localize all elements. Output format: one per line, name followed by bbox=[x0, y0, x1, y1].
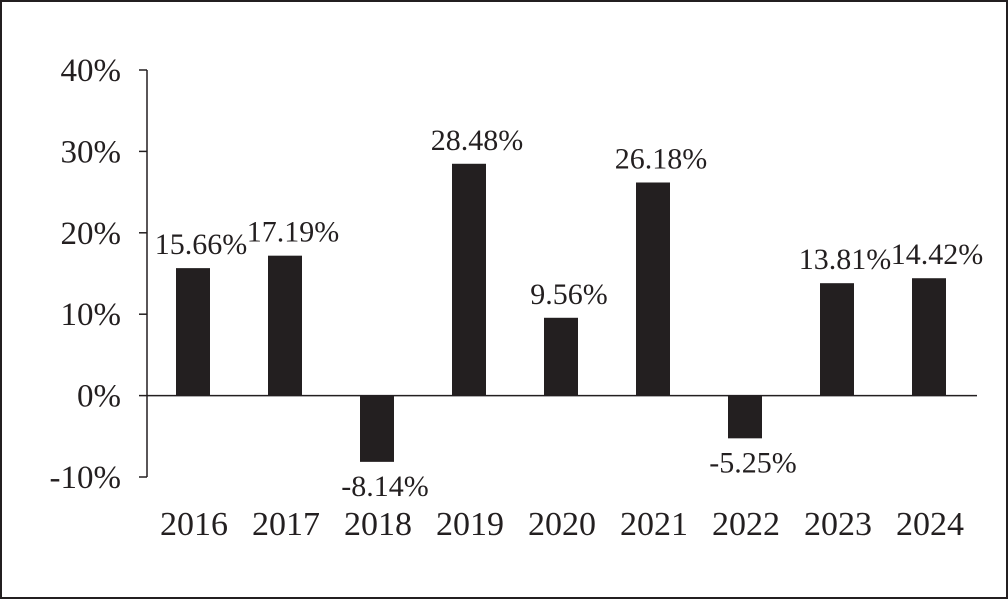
data-label-2020: 9.56% bbox=[530, 278, 608, 311]
x-tick-label-2018: 2018 bbox=[344, 506, 412, 543]
data-label-2016: 15.66% bbox=[155, 228, 248, 261]
bar-2022 bbox=[728, 395, 762, 439]
bar-2019 bbox=[452, 163, 486, 396]
y-axis-ticks: -10% 0% 10% 20% 30% 40% bbox=[50, 53, 147, 496]
bar-2017 bbox=[268, 255, 302, 396]
data-label-2019: 28.48% bbox=[431, 124, 524, 157]
bar-2020 bbox=[544, 317, 578, 396]
x-tick-label-2019: 2019 bbox=[436, 506, 504, 543]
y-tick-label: 10% bbox=[61, 297, 122, 333]
data-label-2024: 14.42% bbox=[891, 238, 984, 271]
x-tick-label-2023: 2023 bbox=[804, 506, 872, 543]
bar-2018 bbox=[360, 395, 394, 462]
y-tick-label: 40% bbox=[61, 53, 122, 89]
y-tick-label: 20% bbox=[61, 216, 122, 252]
data-label-2023: 13.81% bbox=[799, 243, 892, 276]
bar-2021 bbox=[636, 182, 670, 396]
y-tick-label: 0% bbox=[77, 379, 121, 415]
bar-2016 bbox=[176, 268, 210, 396]
data-labels: 15.66% 17.19% -8.14% 28.48% 9.56% 26.18% -5.25… bbox=[155, 124, 984, 503]
x-tick-label-2020: 2020 bbox=[528, 506, 596, 543]
x-tick-label-2021: 2021 bbox=[620, 506, 688, 543]
x-tick-label-2024: 2024 bbox=[896, 506, 964, 543]
x-tick-label-2017: 2017 bbox=[252, 506, 320, 543]
x-axis-labels: 2016 2017 2018 2019 2020 2021 2022 2023 2024 bbox=[160, 506, 964, 543]
x-tick-label-2016: 2016 bbox=[160, 506, 228, 543]
data-label-2021: 26.18% bbox=[615, 142, 708, 175]
bar-2023 bbox=[820, 283, 854, 396]
data-label-2022: -5.25% bbox=[709, 446, 796, 479]
data-label-2017: 17.19% bbox=[247, 216, 340, 249]
y-tick-label: -10% bbox=[50, 460, 121, 496]
bar-2024 bbox=[912, 278, 946, 396]
x-tick-label-2022: 2022 bbox=[712, 506, 780, 543]
bars bbox=[176, 163, 946, 462]
data-label-2018: -8.14% bbox=[341, 470, 428, 503]
y-tick-label: 30% bbox=[61, 134, 122, 170]
